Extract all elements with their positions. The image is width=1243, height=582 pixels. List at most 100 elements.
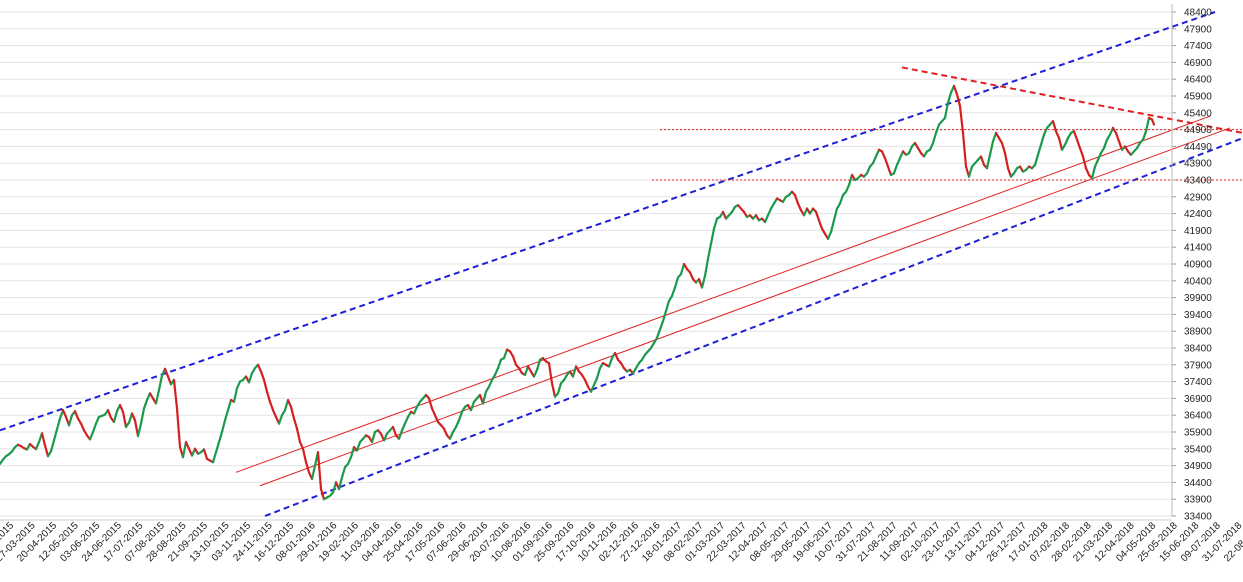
price-segment <box>1102 138 1109 150</box>
price-segment <box>550 382 557 398</box>
price-segment <box>400 422 407 432</box>
price-segment <box>184 440 191 450</box>
price-segment <box>556 382 563 395</box>
price-segment <box>52 428 59 442</box>
price-segment <box>547 362 554 385</box>
price-segment <box>583 378 590 388</box>
price-segment <box>106 409 113 419</box>
price-segment <box>673 276 680 289</box>
price-segment <box>721 210 728 220</box>
price-segment <box>952 84 959 96</box>
price-segment <box>337 476 344 491</box>
price-segment <box>880 150 887 160</box>
price-segment <box>1063 136 1070 146</box>
y-tick-label: 41400 <box>1184 243 1212 254</box>
price-segment <box>454 419 461 429</box>
price-segment <box>871 155 878 165</box>
price-segment <box>1006 167 1013 178</box>
price-segment <box>1093 158 1100 168</box>
price-segment <box>262 378 269 393</box>
price-segment <box>589 383 596 393</box>
price-segment <box>655 328 662 340</box>
y-tick-label: 37900 <box>1184 360 1212 371</box>
price-segment <box>469 400 476 412</box>
price-segment <box>607 356 614 368</box>
price-segment <box>226 398 233 412</box>
price-segment <box>175 407 182 449</box>
price-segment <box>121 410 128 429</box>
price-segment <box>832 207 839 222</box>
price-segment <box>796 202 803 212</box>
price-segment <box>316 451 323 491</box>
price-segment <box>397 429 404 440</box>
y-tick-label: 33400 <box>1184 512 1212 523</box>
price-segment <box>94 415 101 425</box>
y-tick-label: 47400 <box>1184 41 1212 52</box>
price-segment <box>370 430 377 444</box>
price-segment <box>709 227 716 245</box>
price-segment <box>979 155 986 166</box>
price-segment <box>1084 167 1091 177</box>
x-axis: 06-03-201527-03-201520-04-201512-05-2015… <box>0 519 1243 564</box>
price-segment <box>1072 130 1079 141</box>
price-segment <box>613 351 620 361</box>
price-segment <box>298 440 305 450</box>
price-segment <box>523 365 530 376</box>
price-segment <box>55 417 62 431</box>
price-segment <box>442 427 449 437</box>
price-segment <box>220 419 227 434</box>
overlay-layer <box>0 11 1243 517</box>
price-segment <box>1033 153 1040 166</box>
price-segment <box>133 419 140 438</box>
price-segment <box>928 141 935 151</box>
price-segment <box>427 397 434 410</box>
price-segment <box>874 148 881 158</box>
price-segment <box>1039 133 1046 146</box>
price-segment <box>235 380 242 390</box>
price-segment <box>217 430 224 444</box>
y-tick-label: 43900 <box>1184 159 1212 170</box>
price-segment <box>79 422 86 432</box>
channel-line <box>264 137 1243 517</box>
price-segment <box>355 440 362 452</box>
price-segment <box>958 104 965 135</box>
price-segment <box>268 400 275 412</box>
price-segment <box>40 432 47 447</box>
price-segment <box>130 412 137 422</box>
price-segment <box>310 464 317 481</box>
price-segment <box>43 444 50 458</box>
y-tick-label: 36900 <box>1184 394 1212 405</box>
price-segment <box>340 466 347 479</box>
price-segment <box>139 407 146 425</box>
price-segment <box>1144 116 1151 133</box>
price-segment <box>382 432 389 442</box>
price-segment <box>256 363 263 373</box>
price-segment <box>49 439 56 453</box>
price-segment <box>286 398 293 408</box>
price-segment <box>295 427 302 444</box>
price-segment <box>346 456 353 466</box>
y-tick-label: 36400 <box>1184 411 1212 422</box>
price-segment <box>898 150 905 160</box>
price-segment <box>1117 140 1124 151</box>
price-segment <box>271 409 278 418</box>
price-segment <box>172 378 179 410</box>
price-segment <box>331 481 338 494</box>
price-segment <box>493 367 500 376</box>
price-segment <box>319 488 326 501</box>
price-segment <box>688 271 695 281</box>
price-segment <box>1075 138 1082 150</box>
price-segment <box>1090 165 1097 180</box>
series-layer <box>0 84 1156 501</box>
price-segment <box>658 320 665 331</box>
price-segment <box>883 157 890 168</box>
price-segment <box>847 173 854 187</box>
price-segment <box>202 448 209 460</box>
y-tick-label: 35400 <box>1184 444 1212 455</box>
price-segment <box>496 358 503 370</box>
y-tick-label: 46900 <box>1184 58 1212 69</box>
y-tick-label: 43400 <box>1184 176 1212 187</box>
y-tick-label: 46400 <box>1184 75 1212 86</box>
price-segment <box>895 157 902 166</box>
